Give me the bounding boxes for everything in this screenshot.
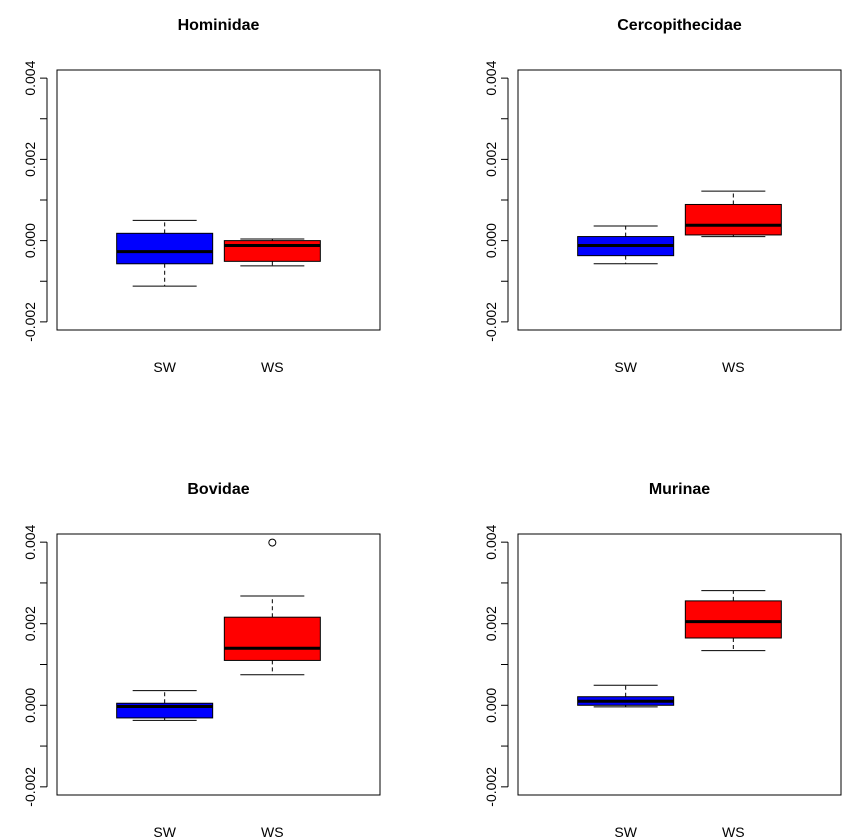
- panel-murinae: Murinae -0.002 0.000 0.002 0.004 SW WS: [483, 481, 842, 839]
- y-tick-label: -0.002: [483, 302, 499, 342]
- box-ws: [684, 590, 782, 652]
- x-tick-label-sw: SW: [614, 824, 637, 839]
- panel-title: Cercopithecidae: [617, 17, 742, 34]
- y-tick-label: 0.004: [483, 60, 499, 95]
- plot-frame: [56, 533, 381, 796]
- panel-hominidae: Hominidae -0.002 0.000 0.002 0.004 SW WS: [22, 17, 381, 375]
- y-tick-label: 0.000: [22, 223, 38, 258]
- panel-title: Bovidae: [187, 481, 249, 498]
- y-tick-label: -0.002: [22, 767, 38, 807]
- x-tick-label-ws: WS: [722, 359, 745, 375]
- plot-frame: [517, 69, 842, 331]
- x-tick-label-sw: SW: [153, 824, 176, 839]
- x-tick-label-ws: WS: [261, 359, 284, 375]
- y-tick-label: 0.004: [22, 524, 38, 559]
- y-axis: -0.002 0.000 0.002 0.004: [22, 524, 48, 807]
- x-tick-label-sw: SW: [153, 359, 176, 375]
- x-axis: SW WS: [153, 824, 283, 839]
- box-sw: [577, 684, 675, 708]
- panel-title: Murinae: [649, 481, 710, 498]
- box-sw: [116, 690, 214, 721]
- y-tick-label: -0.002: [22, 302, 38, 342]
- x-tick-label-sw: SW: [614, 359, 637, 375]
- x-axis: SW WS: [614, 824, 744, 839]
- box-ws: [223, 238, 321, 267]
- y-tick-label: 0.004: [22, 60, 38, 95]
- box-iqr: [223, 240, 321, 262]
- box-ws: [223, 538, 321, 676]
- box-iqr: [684, 600, 782, 639]
- y-tick-label: 0.002: [483, 606, 499, 641]
- x-axis: SW WS: [153, 359, 283, 375]
- box-iqr: [116, 232, 214, 265]
- x-tick-label-ws: WS: [261, 824, 284, 839]
- panel-title: Hominidae: [178, 17, 260, 34]
- boxplot-group: [116, 538, 321, 721]
- boxplot-group: [577, 190, 782, 265]
- y-tick-label: 0.002: [22, 142, 38, 177]
- plot-frame: [517, 533, 842, 796]
- y-axis: -0.002 0.000 0.002 0.004: [22, 60, 48, 342]
- y-tick-label: 0.000: [483, 223, 499, 258]
- y-tick-label: 0.000: [22, 688, 38, 723]
- boxplot-group: [116, 219, 321, 287]
- y-tick-label: -0.002: [483, 767, 499, 807]
- y-axis: -0.002 0.000 0.002 0.004: [483, 524, 509, 807]
- panel-bovidae: Bovidae -0.002 0.000 0.002 0.004 SW WS: [22, 481, 381, 839]
- plot-frame: [56, 69, 381, 331]
- outlier-point: [268, 538, 277, 547]
- panel-cercopithecidae: Cercopithecidae -0.002 0.000 0.002 0.004 SW…: [483, 17, 842, 375]
- box-iqr: [223, 616, 321, 661]
- box-iqr: [684, 203, 782, 236]
- y-tick-label: 0.000: [483, 688, 499, 723]
- box-sw: [577, 225, 675, 265]
- y-axis: -0.002 0.000 0.002 0.004: [483, 60, 509, 342]
- x-axis: SW WS: [614, 359, 744, 375]
- y-tick-label: 0.002: [22, 606, 38, 641]
- y-tick-label: 0.004: [483, 524, 499, 559]
- boxplot-group: [577, 590, 782, 708]
- x-tick-label-ws: WS: [722, 824, 745, 839]
- y-tick-label: 0.002: [483, 142, 499, 177]
- box-sw: [116, 219, 214, 287]
- box-ws: [684, 190, 782, 238]
